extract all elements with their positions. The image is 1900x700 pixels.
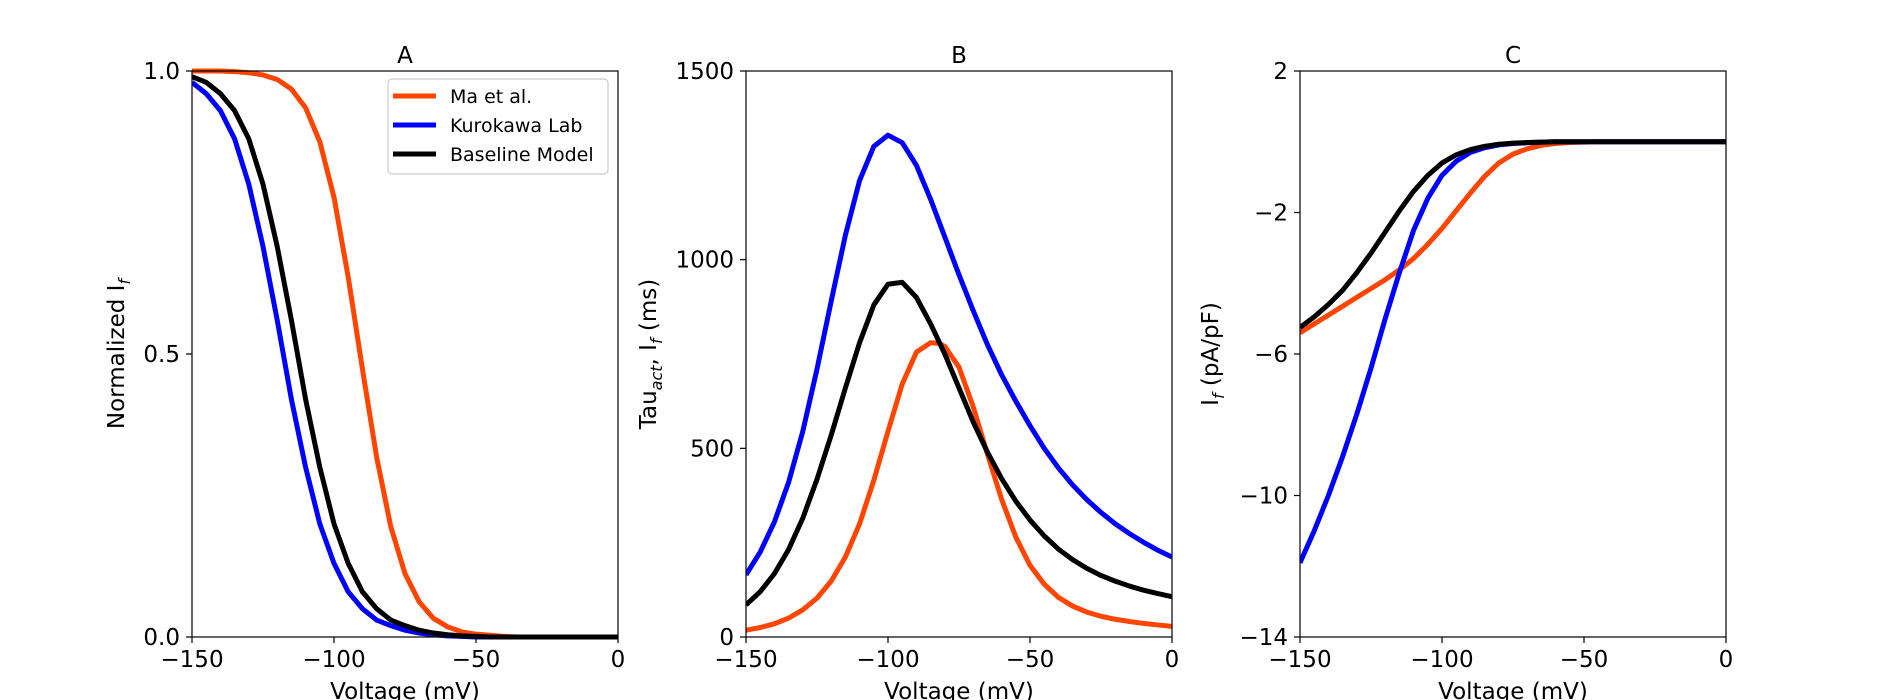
y-tick-label: 0.0 <box>143 625 180 651</box>
x-tick-label: −150 <box>1268 647 1331 673</box>
panel-c: −150 −100 −50 0 −14 −10 −6 −2 2 C Voltage (mV) If (… <box>1198 43 1733 700</box>
y-axis-label: Normalized If <box>104 277 134 430</box>
x-tick-label: −50 <box>452 647 501 673</box>
y-axis-label: Tauact, If (ms) <box>636 279 666 431</box>
x-tick-label: 0 <box>611 647 626 673</box>
y-tick-label: 1000 <box>675 248 734 274</box>
series-line-baseline-model <box>1300 139 1726 330</box>
panel-title: C <box>1505 43 1521 69</box>
axes-frame <box>745 70 1173 638</box>
x-tick-label: −150 <box>714 647 777 673</box>
x-tick-label: −50 <box>1560 647 1609 673</box>
panel-a: −150 −100 −50 0 0.0 0.5 1.0 A Voltage (mV) Normal… <box>104 43 625 700</box>
x-tick-label: −50 <box>1006 647 1055 673</box>
y-tick-label: 0 <box>719 625 734 651</box>
legend-box <box>387 78 609 175</box>
x-axis-label: Voltage (mV) <box>884 679 1034 700</box>
y-tick-label: 0.5 <box>143 342 180 368</box>
y-axis-label: If (pA/pF) <box>1198 302 1228 406</box>
series-line-ma-et-al- <box>746 340 1172 633</box>
legend-label: Baseline Model <box>450 144 594 166</box>
series-line-baseline-model <box>746 279 1172 607</box>
panel-b: −150 −100 −50 0 0 500 1000 1500 B Voltage (mV) Tau… <box>636 43 1179 700</box>
y-tick-label: 500 <box>690 436 734 462</box>
series-line-kurokawa-lab <box>746 132 1172 577</box>
y-tick-label: 1500 <box>675 59 734 85</box>
series-line-kurokawa-lab <box>1300 139 1726 564</box>
y-tick-label: 1.0 <box>143 59 180 85</box>
legend-label: Ma et al. <box>450 86 532 108</box>
x-axis-label: Voltage (mV) <box>1438 679 1588 700</box>
legend: Ma et al. Kurokawa Lab Baseline Model <box>387 78 609 175</box>
x-tick-label: 0 <box>1165 647 1180 673</box>
panel-title: B <box>951 43 967 69</box>
y-tick-label: −10 <box>1239 484 1288 510</box>
y-tick-label: −2 <box>1254 201 1288 227</box>
x-tick-label: −100 <box>302 647 365 673</box>
x-tick-label: 0 <box>1719 647 1734 673</box>
panel-title: A <box>397 43 413 69</box>
x-tick-label: −100 <box>1410 647 1473 673</box>
x-axis-label: Voltage (mV) <box>330 679 480 700</box>
series-line-ma-et-al- <box>1300 139 1726 335</box>
y-tick-label: 2 <box>1273 59 1288 85</box>
legend-label: Kurokawa Lab <box>450 115 582 137</box>
x-tick-label: −150 <box>160 647 223 673</box>
y-tick-label: −6 <box>1254 342 1288 368</box>
x-tick-label: −100 <box>856 647 919 673</box>
y-tick-label: −14 <box>1239 625 1288 651</box>
